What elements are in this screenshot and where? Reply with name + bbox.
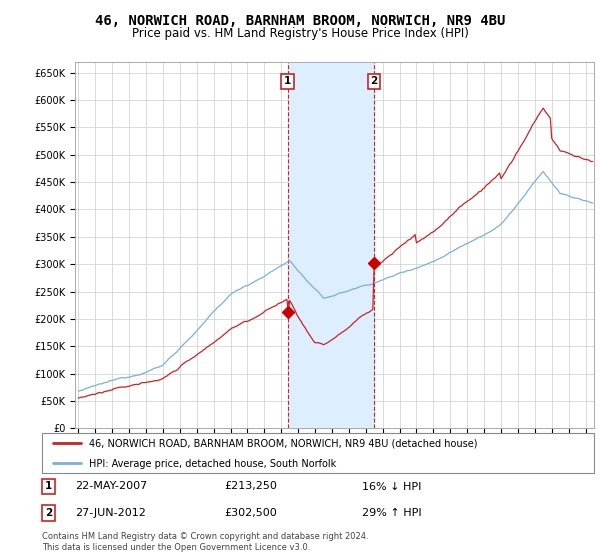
Text: £302,500: £302,500 — [224, 508, 277, 518]
Text: Contains HM Land Registry data © Crown copyright and database right 2024.: Contains HM Land Registry data © Crown c… — [42, 532, 368, 541]
FancyBboxPatch shape — [42, 433, 594, 473]
Bar — [287, 62, 374, 428]
Text: 22-MAY-2007: 22-MAY-2007 — [75, 482, 148, 492]
Text: 1: 1 — [45, 482, 52, 492]
Text: 1: 1 — [284, 76, 291, 86]
Text: 46, NORWICH ROAD, BARNHAM BROOM, NORWICH, NR9 4BU (detached house): 46, NORWICH ROAD, BARNHAM BROOM, NORWICH… — [89, 439, 478, 449]
Text: £213,250: £213,250 — [224, 482, 277, 492]
Text: 29% ↑ HPI: 29% ↑ HPI — [362, 508, 422, 518]
Text: 2: 2 — [45, 508, 52, 518]
Text: 2: 2 — [370, 76, 377, 86]
Text: 27-JUN-2012: 27-JUN-2012 — [75, 508, 146, 518]
Text: This data is licensed under the Open Government Licence v3.0.: This data is licensed under the Open Gov… — [42, 543, 310, 552]
Text: HPI: Average price, detached house, South Norfolk: HPI: Average price, detached house, Sout… — [89, 459, 336, 469]
Text: Price paid vs. HM Land Registry's House Price Index (HPI): Price paid vs. HM Land Registry's House … — [131, 27, 469, 40]
Text: 46, NORWICH ROAD, BARNHAM BROOM, NORWICH, NR9 4BU: 46, NORWICH ROAD, BARNHAM BROOM, NORWICH… — [95, 14, 505, 28]
Text: 16% ↓ HPI: 16% ↓ HPI — [362, 482, 422, 492]
